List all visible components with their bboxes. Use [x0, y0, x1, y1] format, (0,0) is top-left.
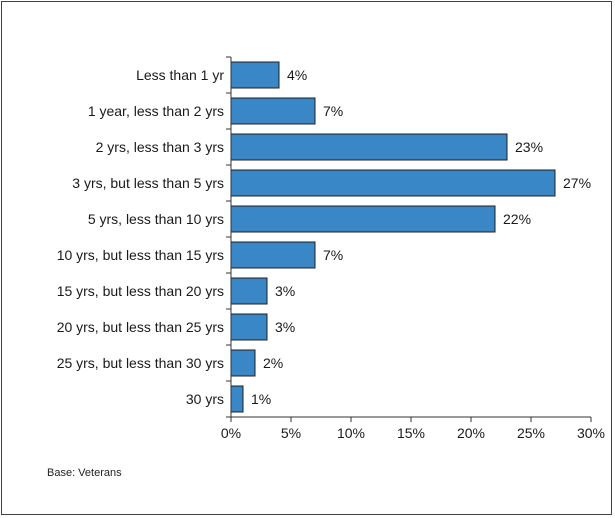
category-label: 2 yrs, less than 3 yrs	[96, 139, 224, 155]
category-label: 25 yrs, but less than 30 yrs	[57, 355, 224, 371]
base-note: Base: Veterans	[47, 467, 122, 479]
x-tick-label: 30%	[577, 425, 605, 441]
category-label: 30 yrs	[186, 391, 224, 407]
data-label: 7%	[323, 103, 343, 119]
category-label: Less than 1 yr	[136, 67, 224, 83]
data-label: 22%	[503, 211, 531, 227]
bar	[230, 241, 316, 269]
category-label: 15 yrs, but less than 20 yrs	[57, 283, 224, 299]
bar	[230, 277, 268, 305]
category-label: 1 year, less than 2 yrs	[88, 103, 224, 119]
category-label: 10 yrs, but less than 15 yrs	[57, 247, 224, 263]
bar	[230, 61, 280, 89]
data-label: 2%	[263, 355, 283, 371]
x-tick-label: 5%	[281, 425, 301, 441]
bar	[230, 133, 508, 161]
data-label: 1%	[251, 391, 271, 407]
data-label: 7%	[323, 247, 343, 263]
data-label: 23%	[515, 139, 543, 155]
data-label: 4%	[287, 67, 307, 83]
data-label: 3%	[275, 319, 295, 335]
x-tick-label: 20%	[457, 425, 485, 441]
bar	[230, 97, 316, 125]
bar	[230, 385, 244, 413]
category-label: 3 yrs, but less than 5 yrs	[72, 175, 224, 191]
category-label: 5 yrs, less than 10 yrs	[88, 211, 224, 227]
x-tick-label: 10%	[337, 425, 365, 441]
x-tick-label: 15%	[397, 425, 425, 441]
bar	[230, 169, 556, 197]
bar	[230, 313, 268, 341]
x-tick-label: 25%	[517, 425, 545, 441]
category-label: 20 yrs, but less than 25 yrs	[57, 319, 224, 335]
bar	[230, 349, 256, 377]
x-tick-label: 0%	[221, 425, 241, 441]
data-label: 3%	[275, 283, 295, 299]
bar	[230, 205, 496, 233]
data-label: 27%	[563, 175, 591, 191]
